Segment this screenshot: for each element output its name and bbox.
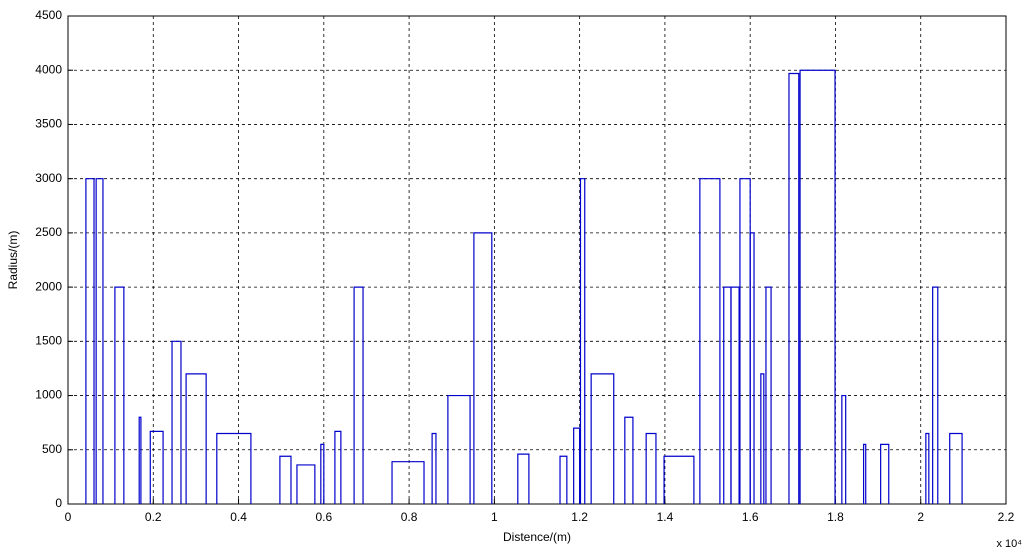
step-pulse <box>517 453 530 504</box>
step-pulse <box>431 432 437 504</box>
x-tick-label: 1.4 <box>657 510 674 524</box>
step-pulse <box>925 432 930 504</box>
y-tick-label: 4500 <box>35 8 62 22</box>
step-pulse <box>473 232 493 504</box>
step-pulse <box>749 232 755 504</box>
x-tick-label: 0.2 <box>145 510 162 524</box>
step-pulse <box>149 430 164 504</box>
x-tick-label: 2.2 <box>998 510 1015 524</box>
y-tick-label: 4000 <box>35 62 62 76</box>
x-tick-label: 0.4 <box>230 510 247 524</box>
x-tick-label: 1.6 <box>742 510 759 524</box>
step-pulse <box>353 286 364 504</box>
step-pulse <box>320 443 325 504</box>
step-pulse <box>216 432 252 504</box>
step-pulse <box>624 416 634 504</box>
step-pulse <box>862 443 867 504</box>
x-tick-label: 0.6 <box>315 510 332 524</box>
step-pulse <box>391 461 425 504</box>
step-pulse <box>699 178 721 504</box>
step-pulse <box>760 373 765 504</box>
step-pulse <box>95 178 104 504</box>
plot-box <box>67 15 1007 505</box>
y-tick-label: 2500 <box>35 225 62 239</box>
step-pulse <box>279 455 292 504</box>
step-pulse <box>573 427 581 504</box>
x-tick-label: 1.8 <box>827 510 844 524</box>
step-pulse <box>590 373 615 504</box>
step-pulse <box>841 394 847 504</box>
step-pulse <box>663 455 695 504</box>
step-pulse <box>579 178 586 504</box>
y-axis-label: Radius/(m) <box>6 231 20 290</box>
y-tick-label: 500 <box>42 442 62 456</box>
step-pulse <box>559 455 568 504</box>
step-pulse <box>799 69 836 504</box>
y-tick-label: 2000 <box>35 279 62 293</box>
step-pulse <box>171 340 182 504</box>
step-pulse <box>788 72 800 504</box>
step-pulse <box>114 286 125 504</box>
x-tick-label: 2 <box>917 510 924 524</box>
x-tick-label: 0 <box>65 510 72 524</box>
step-pulse <box>138 416 142 504</box>
step-pulse <box>334 430 342 504</box>
y-tick-label: 3500 <box>35 117 62 131</box>
step-pulse <box>645 432 657 504</box>
step-pulse <box>880 443 890 504</box>
step-pulse <box>765 286 772 504</box>
step-pulse <box>730 286 740 504</box>
y-tick-label: 1000 <box>35 388 62 402</box>
step-pulse <box>296 464 316 504</box>
x-tick-label: 1.2 <box>571 510 588 524</box>
step-pulse <box>932 286 939 504</box>
step-pulse <box>185 373 207 504</box>
x-multiplier: x 10⁴ <box>996 538 1022 550</box>
x-tick-label: 1 <box>491 510 498 524</box>
step-pulse <box>949 432 963 504</box>
y-tick-label: 1500 <box>35 334 62 348</box>
x-tick-label: 0.8 <box>401 510 418 524</box>
step-pulse <box>85 178 95 504</box>
y-tick-label: 3000 <box>35 171 62 185</box>
y-tick-label: 0 <box>55 496 62 510</box>
x-axis-label: Distence/(m) <box>503 530 571 544</box>
step-pulse <box>447 394 471 504</box>
